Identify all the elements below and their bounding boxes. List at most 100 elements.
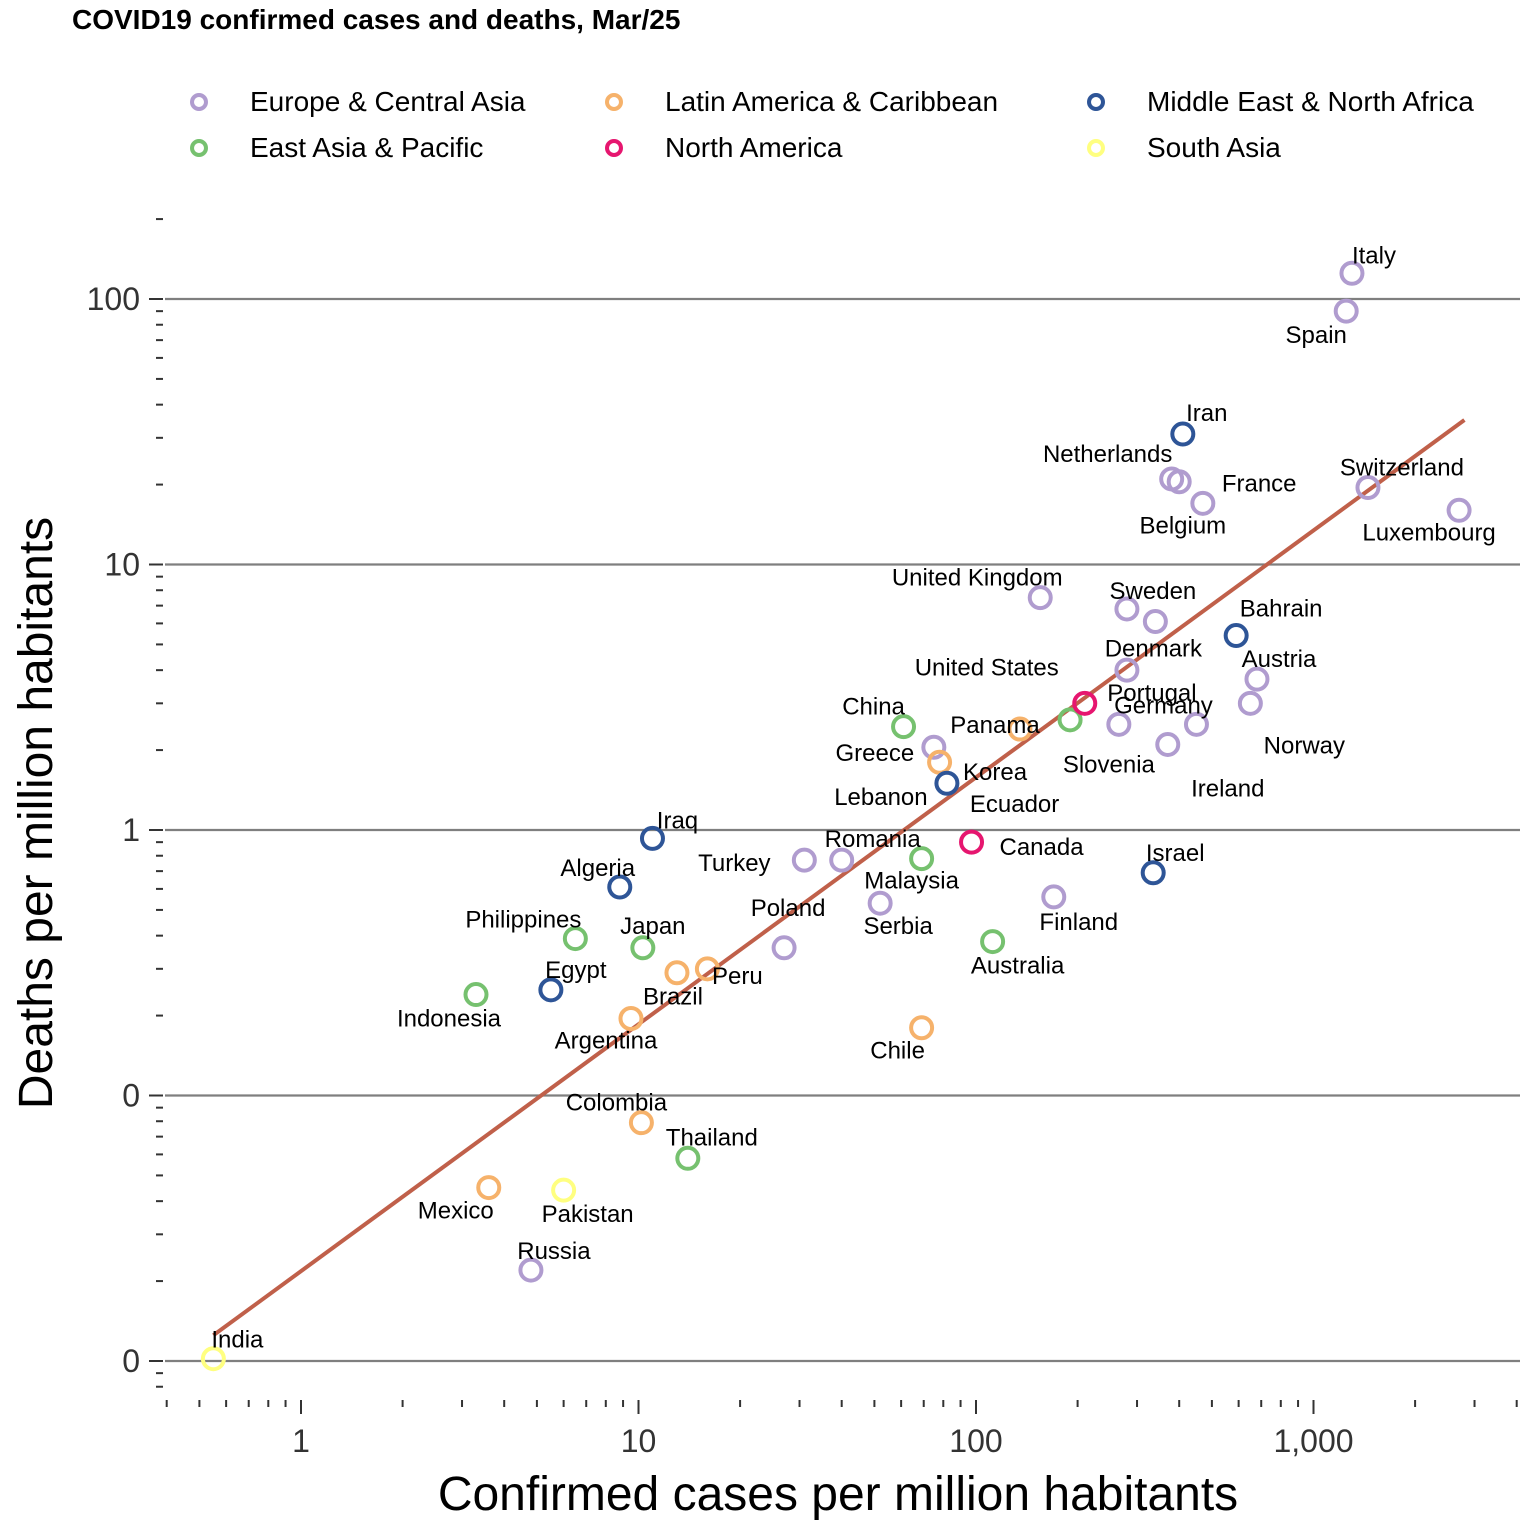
legend-item-north-america: North America [605,130,842,166]
point-mexico [476,1175,502,1201]
legend-marker [605,139,623,157]
point-label-brazil: Brazil [643,984,703,1011]
point-italy [1339,260,1365,286]
legend-label: South Asia [1147,132,1281,163]
point-label-canada: Canada [999,834,1084,861]
point-sweden [1114,596,1140,622]
point-argentina [618,1005,644,1031]
point-chile [909,1015,935,1041]
point-label-panama: Panama [950,712,1040,739]
y-tick-label: 0 [122,1078,140,1114]
point-label-thailand: Thailand [666,1124,758,1151]
point-label-luxembourg: Luxembourg [1362,519,1495,546]
point-label-lebanon: Lebanon [834,784,927,811]
point-label-mexico: Mexico [418,1198,494,1225]
legend-label: Europe & Central Asia [250,86,526,117]
point-bahrain [1223,623,1249,649]
point-label-denmark: Denmark [1105,635,1203,662]
point-slovenia [1106,711,1132,737]
point-label-slovenia: Slovenia [1063,751,1156,778]
legend-marker [190,93,208,111]
trend-line [212,418,1466,1337]
point-label-germany: Germany [1114,692,1213,719]
point-panama [1007,716,1033,742]
point-egypt [538,977,564,1003]
y-tick-label: 1 [122,812,140,848]
point-label-italy: Italy [1352,242,1396,269]
point-china [891,714,917,740]
point-label-israel: Israel [1146,840,1205,867]
point-ireland [1155,731,1181,757]
point-belgium [1190,490,1216,516]
point-australia [980,929,1006,955]
point-label-chile: Chile [870,1038,925,1065]
y-tick-label: 10 [104,547,140,583]
x-tick-label: 1 [292,1423,310,1459]
point-japan [630,935,656,961]
point-serbia [867,890,893,916]
point-finland [1041,884,1067,910]
point-portugal [1114,657,1140,683]
legend-label: Middle East & North Africa [1147,86,1474,117]
point-label-malaysia: Malaysia [864,868,959,895]
point-norway [1237,690,1263,716]
legend-item-middle-east-and-north-africa: Middle East & North Africa [1087,84,1474,120]
point-label-switzerland: Switzerland [1340,454,1464,481]
legend: Europe & Central Asia Latin America & Car… [0,0,1536,180]
point-label-portugal: Portugal [1107,680,1196,707]
point-spain [1333,298,1359,324]
legend-item-east-asia-and-pacific: East Asia & Pacific [190,130,483,166]
point-russia [518,1257,544,1283]
x-axis-title: Confirmed cases per million habitants [438,1468,1238,1521]
point-label-ireland: Ireland [1191,775,1264,802]
point-label-egypt: Egypt [545,957,607,984]
legend-item-latin-america-and-caribbean: Latin America & Caribbean [605,84,998,120]
point-colombia [628,1110,654,1136]
point-lebanon [934,770,960,796]
point-label-united-states: United States [915,654,1059,681]
point-poland [771,935,797,961]
point-label-poland: Poland [751,895,826,922]
point-label-australia: Australia [971,953,1065,980]
point-label-austria: Austria [1242,646,1317,673]
point-label-ecuador: Ecuador [970,791,1059,818]
point-indonesia [463,982,489,1008]
point-label-algeria: Algeria [560,855,635,882]
legend-label: East Asia & Pacific [250,132,484,163]
legend-item-europe-and-central-asia: Europe & Central Asia [190,84,526,120]
point-ecuador [927,749,953,775]
point-label-philippines: Philippines [465,907,581,934]
point-label-greece: Greece [835,740,914,767]
point-label-argentina: Argentina [555,1027,658,1054]
point-greece [921,734,947,760]
point-labels: Italy Spain Netherlands France Belgium Switze… [211,242,1495,1353]
point-label-iraq: Iraq [657,807,698,834]
point-label-korea: Korea [963,759,1028,786]
point-peru [694,956,720,982]
point-label-russia: Russia [517,1238,591,1265]
point-label-china: China [842,694,905,721]
legend-marker [605,93,623,111]
legend-marker [1087,93,1105,111]
points [200,260,1472,1372]
point-label-romania: Romania [825,826,922,853]
point-label-india: India [211,1327,264,1354]
point-malaysia [909,846,935,872]
point-france [1166,469,1192,495]
point-label-iran: Iran [1186,400,1227,427]
point-label-norway: Norway [1264,732,1345,759]
point-thailand [675,1145,701,1171]
point-israel [1140,860,1166,886]
point-turkey [791,847,817,873]
point-philippines [562,926,588,952]
point-algeria [607,874,633,900]
point-brazil [664,960,690,986]
axes: 0 0 1 10 100 1 10 100 1,000 [87,218,1518,1459]
point-denmark [1142,608,1168,634]
trend-layer [212,418,1466,1337]
point-india [200,1346,226,1372]
point-label-colombia: Colombia [566,1090,668,1117]
point-label-indonesia: Indonesia [397,1006,502,1033]
point-label-united-kingdom: United Kingdom [892,565,1063,592]
